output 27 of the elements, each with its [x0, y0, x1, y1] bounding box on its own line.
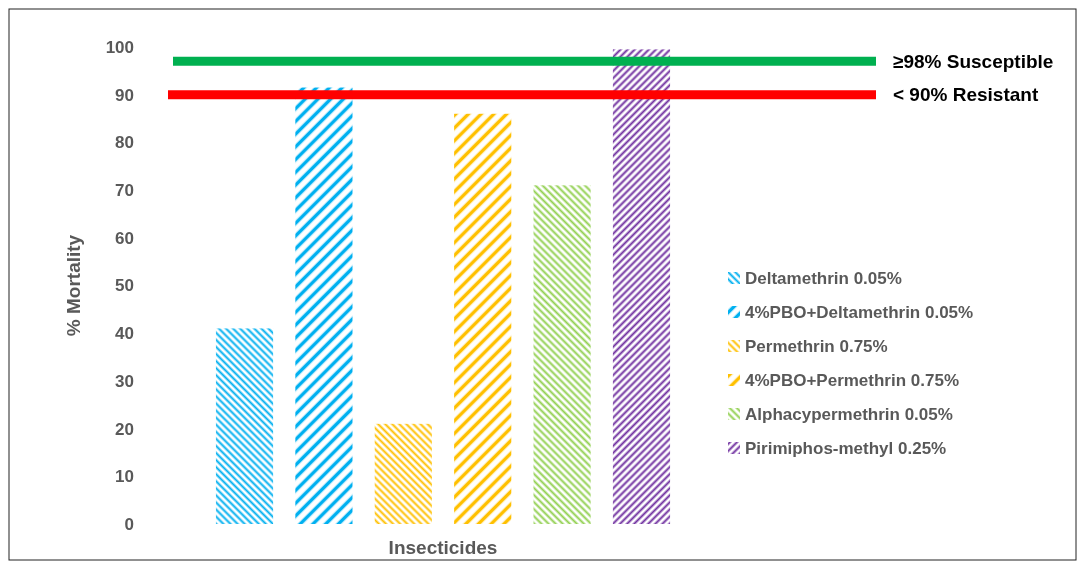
legend-label: 4%PBO+Permethrin 0.75%: [745, 370, 960, 390]
y-tick-label: 60: [115, 228, 134, 248]
ref-line-label: < 90% Resistant: [893, 84, 1039, 106]
y-tick-label: 70: [115, 181, 134, 201]
bar: [612, 49, 671, 524]
legend-label: Permethrin 0.75%: [745, 336, 888, 356]
legend-label: 4%PBO+Deltamethrin 0.05%: [745, 302, 974, 322]
y-tick-label: 20: [115, 419, 134, 439]
legend-label: Deltamethrin 0.05%: [745, 268, 902, 288]
y-tick-label: 100: [105, 37, 134, 57]
bar: [215, 328, 274, 524]
bar: [533, 185, 591, 524]
ref-line-label: ≥98% Susceptible: [893, 50, 1054, 72]
y-tick-label: 40: [115, 324, 134, 344]
legend-label: Alphacypermethrin 0.05%: [745, 404, 953, 424]
y-axis-title: % Mortality: [63, 234, 84, 337]
y-tick-label: 90: [115, 85, 134, 105]
y-tick-label: 0: [124, 514, 134, 534]
y-tick-label: 30: [115, 371, 134, 391]
y-tick-label: 80: [115, 133, 134, 153]
bar: [374, 423, 432, 524]
y-tick-label: 10: [115, 467, 134, 487]
x-axis-title: Insecticides: [388, 537, 498, 558]
legend-label: Pirimiphos-methyl 0.25%: [745, 438, 947, 458]
bar: [295, 87, 353, 524]
bar: [454, 113, 512, 524]
y-tick-label: 50: [115, 276, 134, 296]
